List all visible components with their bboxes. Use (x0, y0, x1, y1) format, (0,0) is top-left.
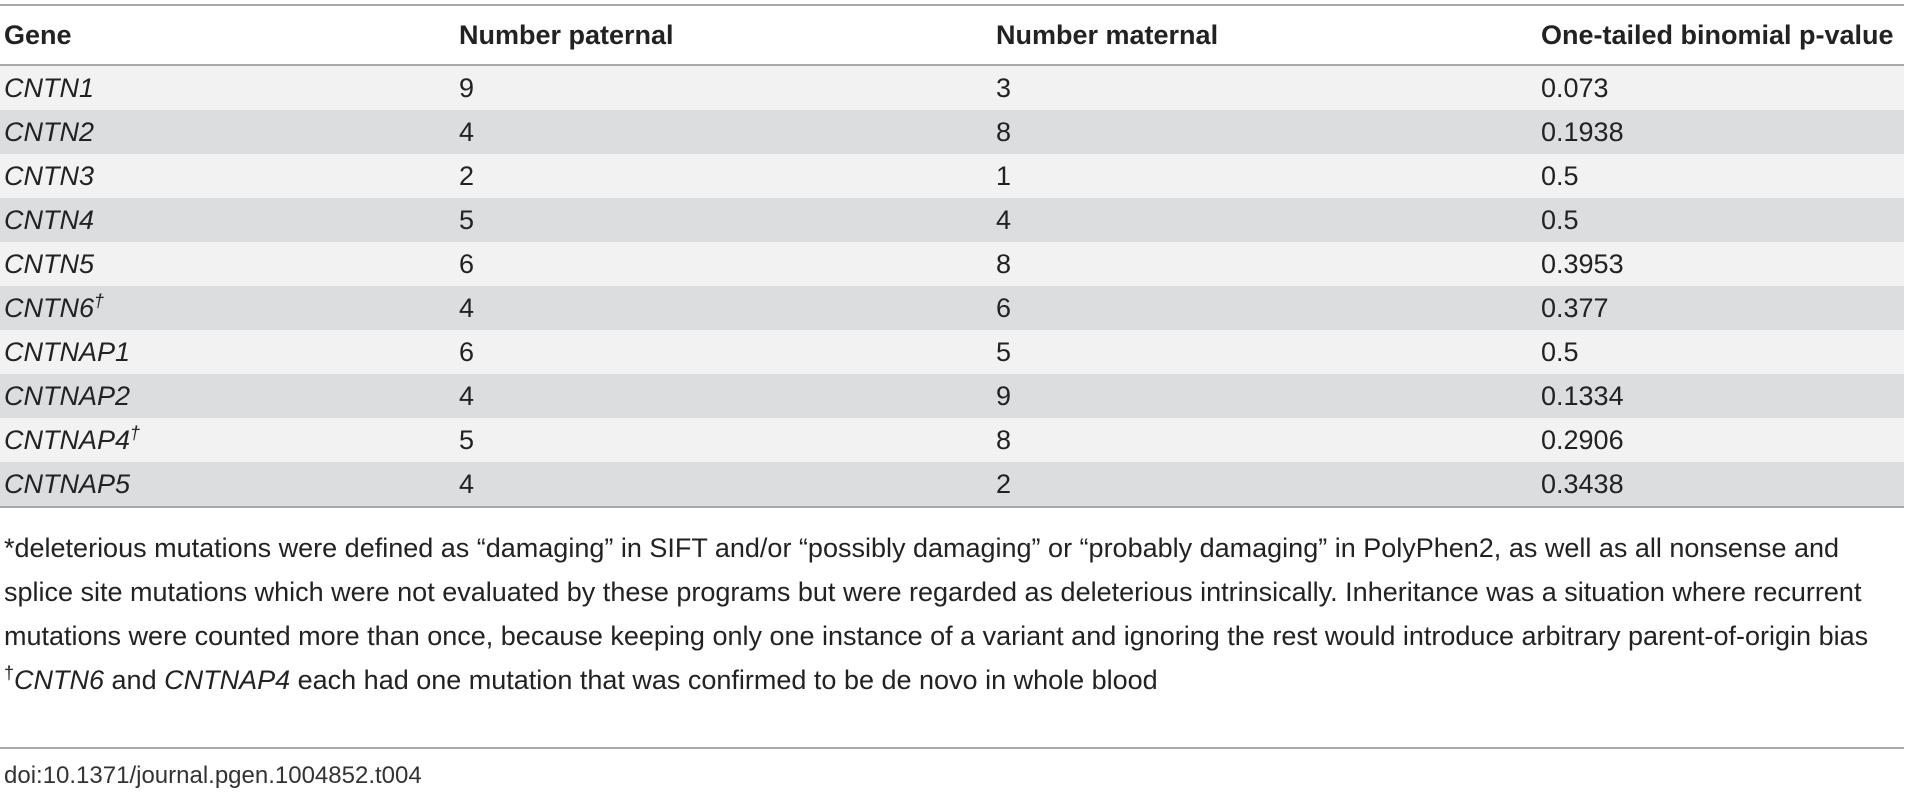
p-value-cell: 0.3953 (1537, 242, 1904, 286)
gene-name: CNTNAP4 (4, 424, 131, 455)
gene-cell: CNTNAP5 (0, 462, 455, 508)
gene-footnote-mark: † (94, 290, 105, 311)
gene-cell: CNTNAP4† (0, 418, 455, 462)
gene-cell: CNTNAP2 (0, 374, 455, 418)
paternal-cell: 9 (455, 65, 992, 110)
table-row: CNTNAP5 4 2 0.3438 (0, 462, 1904, 508)
footnote-star: *deleterious mutations were defined as “… (4, 533, 1869, 651)
paternal-cell: 4 (455, 110, 992, 154)
maternal-cell: 9 (992, 374, 1537, 418)
footnote-and: and (104, 665, 165, 695)
table-footnotes: *deleterious mutations were defined as “… (4, 526, 1899, 702)
maternal-cell: 8 (992, 110, 1537, 154)
table-container: Gene Number paternal Number maternal One… (0, 4, 1904, 508)
p-value-cell: 0.1938 (1537, 110, 1904, 154)
p-value-cell: 0.5 (1537, 154, 1904, 198)
gene-footnote-mark: † (130, 422, 141, 443)
maternal-cell: 8 (992, 418, 1537, 462)
footnote-gene-cntnap4: CNTNAP4 (164, 665, 291, 695)
p-value-cell: 0.3438 (1537, 462, 1904, 508)
p-value-cell: 0.5 (1537, 198, 1904, 242)
footnote-dagger-mark: † (4, 663, 15, 683)
maternal-cell: 6 (992, 286, 1537, 330)
gene-name: CNTNAP5 (4, 468, 131, 499)
p-value-cell: 0.073 (1537, 65, 1904, 110)
gene-name: CNTN4 (4, 204, 95, 235)
paternal-cell: 5 (455, 418, 992, 462)
maternal-cell: 4 (992, 198, 1537, 242)
table-row: CNTN1 9 3 0.073 (0, 65, 1904, 110)
gene-cell: CNTN6† (0, 286, 455, 330)
paternal-cell: 4 (455, 374, 992, 418)
paternal-cell: 6 (455, 330, 992, 374)
table-row: CNTNAP4† 5 8 0.2906 (0, 418, 1904, 462)
gene-cell: CNTN2 (0, 110, 455, 154)
maternal-cell: 8 (992, 242, 1537, 286)
table-row: CNTNAP1 6 5 0.5 (0, 330, 1904, 374)
table-row: CNTN2 4 8 0.1938 (0, 110, 1904, 154)
gene-cell: CNTN5 (0, 242, 455, 286)
gene-cell: CNTN1 (0, 65, 455, 110)
paternal-cell: 4 (455, 286, 992, 330)
p-value-cell: 0.2906 (1537, 418, 1904, 462)
gene-name: CNTN6 (4, 292, 95, 323)
footnote-dagger-text: each had one mutation that was confirmed… (290, 665, 1158, 695)
table-row: CNTN4 5 4 0.5 (0, 198, 1904, 242)
table-header-row: Gene Number paternal Number maternal One… (0, 4, 1904, 66)
maternal-cell: 2 (992, 462, 1537, 508)
gene-name: CNTN1 (4, 72, 95, 103)
gene-name: CNTN5 (4, 248, 95, 279)
paternal-cell: 6 (455, 242, 992, 286)
gene-name: CNTN2 (4, 116, 95, 147)
maternal-cell: 1 (992, 154, 1537, 198)
bottom-divider (0, 747, 1904, 749)
gene-cell: CNTN4 (0, 198, 455, 242)
table-row: CNTNAP2 4 9 0.1334 (0, 374, 1904, 418)
header-gene: Gene (0, 4, 455, 66)
table-row: CNTN3 2 1 0.5 (0, 154, 1904, 198)
results-table: Gene Number paternal Number maternal One… (0, 4, 1904, 508)
paternal-cell: 5 (455, 198, 992, 242)
table-row: CNTN5 6 8 0.3953 (0, 242, 1904, 286)
gene-cell: CNTNAP1 (0, 330, 455, 374)
gene-name: CNTNAP2 (4, 380, 131, 411)
table-row: CNTN6† 4 6 0.377 (0, 286, 1904, 330)
p-value-cell: 0.5 (1537, 330, 1904, 374)
gene-name: CNTN3 (4, 160, 95, 191)
gene-cell: CNTN3 (0, 154, 455, 198)
p-value-cell: 0.1334 (1537, 374, 1904, 418)
header-p-value: One-tailed binomial p-value (1537, 4, 1904, 66)
header-number-paternal: Number paternal (455, 4, 992, 66)
footnote-dagger: †CNTN6 and CNTNAP4 each had one mutation… (4, 658, 1899, 702)
maternal-cell: 5 (992, 330, 1537, 374)
paternal-cell: 2 (455, 154, 992, 198)
gene-name: CNTNAP1 (4, 336, 131, 367)
header-number-maternal: Number maternal (992, 4, 1537, 66)
paternal-cell: 4 (455, 462, 992, 508)
maternal-cell: 3 (992, 65, 1537, 110)
p-value-cell: 0.377 (1537, 286, 1904, 330)
doi-label: doi:10.1371/journal.pgen.1004852.t004 (4, 762, 422, 789)
footnote-gene-cntn6: CNTN6 (14, 665, 105, 695)
